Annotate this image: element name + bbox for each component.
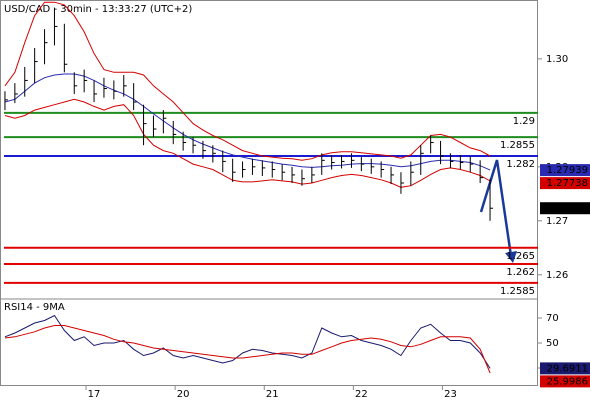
- arrow-head: [505, 251, 517, 263]
- forecast-arrow: [479, 159, 513, 257]
- x-tick-label: 17: [88, 389, 101, 400]
- overlay-line: [4, 1, 491, 161]
- value-box-label: 25.9986: [547, 376, 588, 387]
- value-box-label: 1.27939: [547, 165, 588, 176]
- chart-title: USD/CAD - 30min - 13:33:27 (UTC+2): [4, 4, 192, 15]
- level-label: 1.29: [513, 116, 535, 127]
- x-tick-label: 22: [355, 389, 368, 400]
- level-label: 1.282: [506, 159, 535, 170]
- x-tick-label: 23: [444, 389, 457, 400]
- y-tick-label: 1.30: [546, 54, 568, 65]
- value-box-label: 29.6911: [547, 363, 588, 374]
- value-box: [540, 177, 590, 190]
- overlay-line: [4, 98, 491, 188]
- level-label: 1.265: [506, 251, 535, 262]
- level-label: 1.2585: [500, 286, 535, 297]
- rsi-title: RSI14 - 9MA: [4, 302, 65, 313]
- y-tick-label: 50: [546, 338, 559, 349]
- value-box: [540, 164, 590, 177]
- value-box: [540, 375, 590, 388]
- x-tick-label: 21: [266, 389, 279, 400]
- value-box: [540, 202, 590, 215]
- rsi-line: [4, 325, 491, 374]
- value-box: [540, 362, 590, 375]
- y-tick-label: 1.27: [546, 216, 568, 227]
- y-tick-label: 1.26: [546, 270, 568, 281]
- value-box-label: 1.27233: [547, 203, 588, 214]
- x-tick-label: 20: [177, 389, 190, 400]
- level-label: 1.262: [506, 267, 535, 278]
- overlay-line: [4, 73, 491, 171]
- value-box-label: 1.27738: [547, 178, 588, 189]
- level-label: 1.2855: [500, 140, 535, 151]
- plot-frame: [0, 0, 538, 386]
- y-tick-label: 70: [546, 313, 559, 324]
- rsi-line: [4, 314, 491, 369]
